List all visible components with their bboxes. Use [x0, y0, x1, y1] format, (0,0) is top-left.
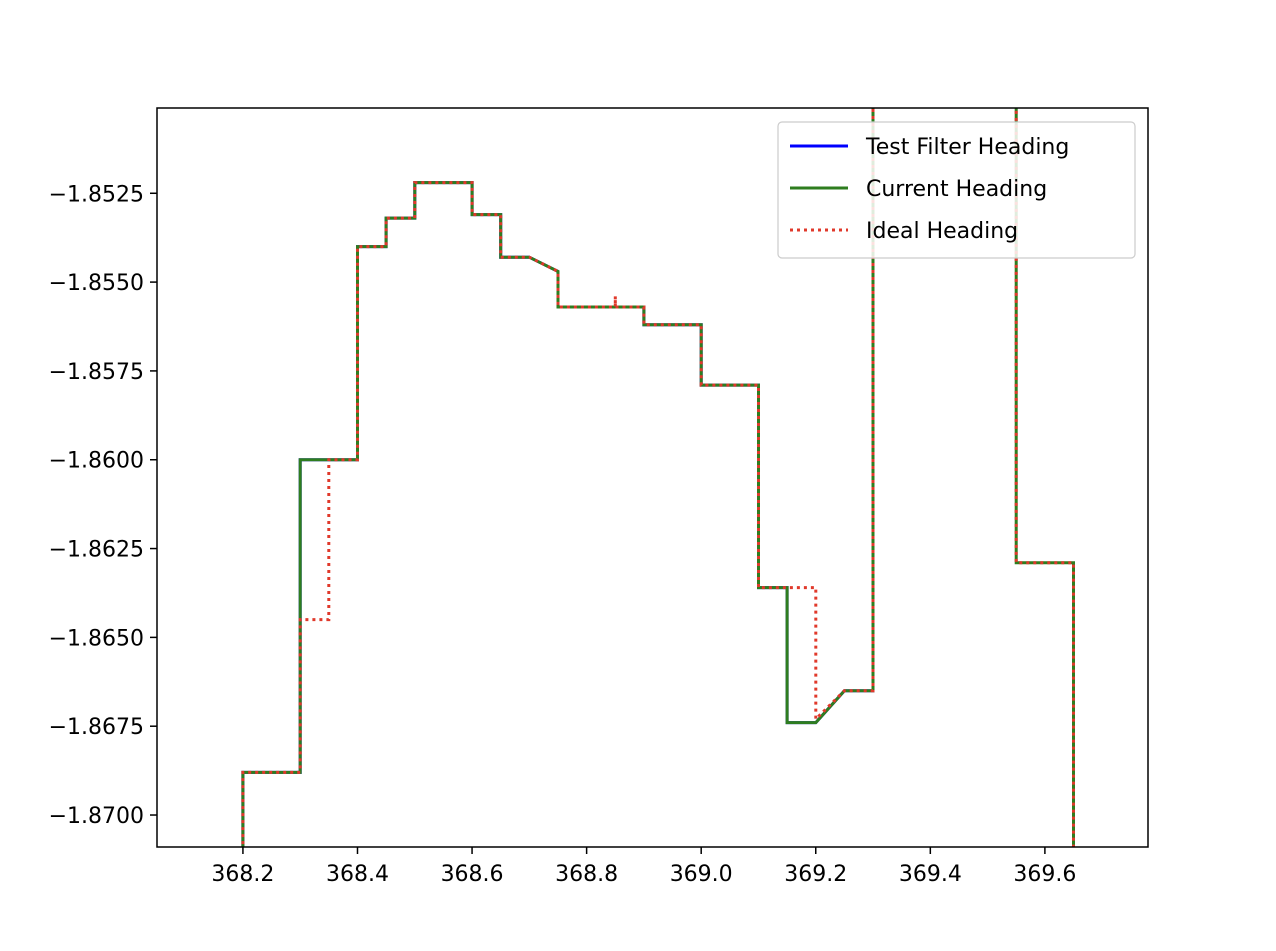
legend-label-test-filter-heading: Test Filter Heading	[865, 135, 1069, 160]
x-tick-label: 368.6	[441, 862, 504, 887]
y-tick-label: −1.8625	[49, 538, 144, 563]
x-axis: 368.2 368.4 368.6 368.8 369.0 369.2 369.4 369.6	[211, 847, 1076, 887]
series-line-ideal-heading	[241, 108, 875, 847]
series-line-ideal-heading-segment	[1014, 108, 1075, 847]
y-tick-label: −1.8525	[49, 182, 144, 207]
y-tick-label: −1.8600	[49, 449, 144, 474]
y-tick-label: −1.8675	[49, 715, 144, 740]
x-tick-label: 368.4	[326, 862, 389, 887]
legend-label-ideal-heading: Ideal Heading	[866, 219, 1018, 244]
y-tick-label: −1.8650	[49, 626, 144, 651]
y-tick-label: −1.8700	[49, 804, 144, 829]
x-tick-label: 369.6	[1013, 862, 1076, 887]
series-layer	[241, 108, 1075, 847]
x-tick-label: 368.8	[555, 862, 618, 887]
y-axis: −1.8525 −1.8550 −1.8575 −1.8600 −1.8625 −1.86…	[49, 182, 157, 829]
plot-frame	[156, 107, 1149, 848]
x-tick-label: 369.0	[670, 862, 733, 887]
y-tick-label: −1.8550	[49, 271, 144, 296]
legend-box	[777, 121, 1136, 259]
y-tick-label: −1.8575	[49, 360, 144, 385]
legend-label-current-heading: Current Heading	[866, 177, 1047, 202]
x-tick-label: 369.4	[899, 862, 962, 887]
x-tick-label: 368.2	[211, 862, 274, 887]
x-tick-label: 369.2	[784, 862, 847, 887]
legend: Test Filter Heading Current Heading Idea…	[777, 121, 1136, 259]
